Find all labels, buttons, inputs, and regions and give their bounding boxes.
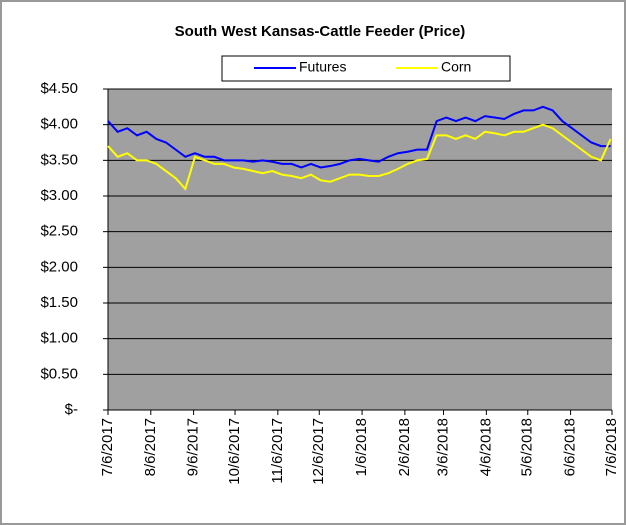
- x-tick-label: 3/6/2018: [435, 418, 452, 476]
- y-tick-label: $4.00: [40, 116, 78, 133]
- x-tick-label: 4/6/2018: [477, 418, 494, 476]
- legend: Futures Corn: [221, 55, 511, 82]
- x-tick-label: 9/6/2017: [185, 418, 202, 476]
- y-tick-label: $4.50: [40, 80, 78, 97]
- x-tick-label: 10/6/2017: [226, 418, 243, 485]
- x-tick-label: 7/6/2018: [603, 418, 620, 476]
- y-tick-label: $2.50: [40, 223, 78, 240]
- x-tick-label: 11/6/2017: [269, 418, 286, 484]
- x-tick-label: 2/6/2018: [396, 418, 413, 476]
- x-tick-label: 6/6/2018: [562, 418, 579, 476]
- x-tick-label: 7/6/2017: [99, 418, 116, 476]
- y-tick-label: $2.00: [40, 258, 78, 275]
- chart-title: South West Kansas-Cattle Feeder (Price): [175, 23, 466, 40]
- x-tick-label: 8/6/2017: [142, 418, 159, 476]
- y-tick-label: $3.00: [40, 187, 78, 204]
- legend-label: Corn: [441, 59, 471, 75]
- x-tick-label: 5/6/2018: [519, 418, 536, 476]
- y-tick-label: $-: [65, 401, 78, 418]
- x-tick-label: 12/6/2017: [310, 418, 327, 485]
- plot-area: [108, 89, 612, 410]
- y-tick-label: $1.50: [40, 294, 78, 311]
- legend-label: Futures: [299, 59, 346, 75]
- y-tick-label: $1.00: [40, 330, 78, 347]
- series-line: [107, 105, 611, 169]
- series-line: [107, 123, 612, 191]
- y-tick-label: $0.50: [40, 365, 78, 382]
- y-tick-label: $3.50: [40, 151, 78, 168]
- x-tick-label: 1/6/2018: [353, 418, 370, 476]
